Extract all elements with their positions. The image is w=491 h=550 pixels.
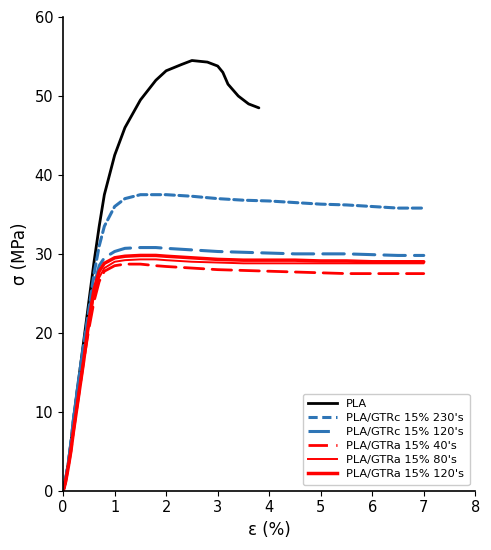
X-axis label: ε (%): ε (%) (248, 521, 291, 539)
Y-axis label: σ (MPa): σ (MPa) (11, 223, 29, 285)
Legend: PLA, PLA/GTRc 15% 230's, PLA/GTRc 15% 120's, PLA/GTRa 15% 40's, PLA/GTRa 15% 80': PLA, PLA/GTRc 15% 230's, PLA/GTRc 15% 12… (302, 394, 469, 485)
